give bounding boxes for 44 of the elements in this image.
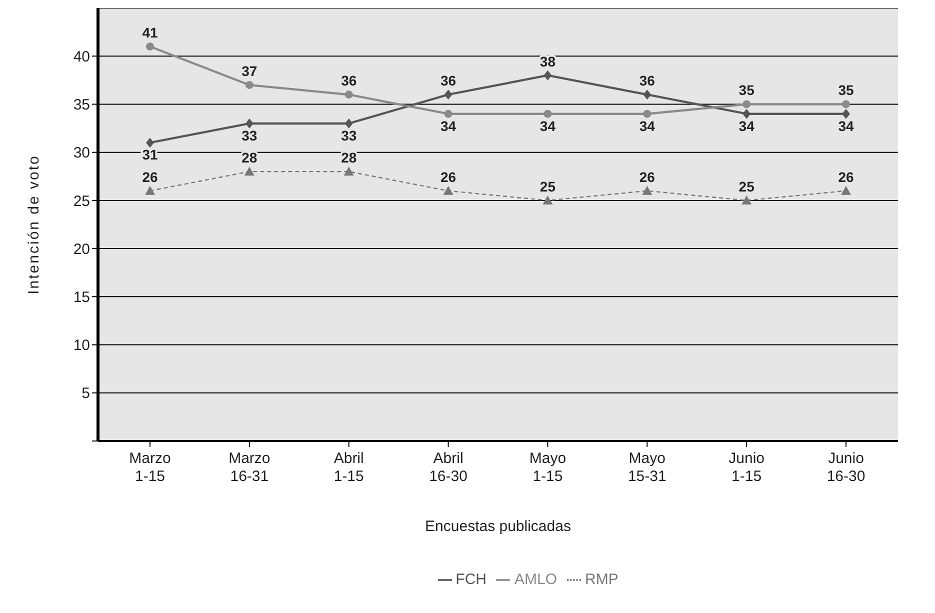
y-axis-title: Intención de voto xyxy=(25,154,42,294)
data-label: 25 xyxy=(540,178,556,194)
legend-label: FCH xyxy=(456,571,486,588)
x-tick-label: Mayo 1-15 xyxy=(529,450,566,485)
legend-label: AMLO xyxy=(514,571,557,588)
y-tick-label: 35 xyxy=(73,96,90,114)
legend-label: RMP xyxy=(585,571,618,588)
data-label: 36 xyxy=(341,72,357,89)
x-tick-label: Abril 1-15 xyxy=(334,450,364,485)
data-label: 26 xyxy=(142,168,158,185)
y-tick-label: 25 xyxy=(73,192,90,210)
data-label: 36 xyxy=(440,72,456,89)
x-tick-label: Abril 16-30 xyxy=(429,450,468,485)
data-label: 26 xyxy=(639,168,656,185)
y-tick-label: 30 xyxy=(73,144,90,162)
y-tick-label: 40 xyxy=(73,48,90,66)
data-label: 25 xyxy=(738,178,755,194)
data-label: 28 xyxy=(341,150,357,166)
y-tick-label: 5 xyxy=(82,385,90,402)
data-label: 34 xyxy=(838,118,854,134)
y-tick-label: 15 xyxy=(73,288,90,306)
data-label: 33 xyxy=(341,127,357,144)
data-label: 34 xyxy=(639,118,656,134)
data-label: 38 xyxy=(540,53,556,70)
data-label: 34 xyxy=(540,118,556,134)
data-label: 35 xyxy=(738,82,755,98)
y-tick-label: 20 xyxy=(73,240,90,258)
data-label: 28 xyxy=(242,150,258,166)
x-tick-label: Junio 16-30 xyxy=(826,450,866,485)
data-label: 26 xyxy=(838,168,854,185)
data-label: 36 xyxy=(639,72,656,89)
data-label: 35 xyxy=(838,82,854,98)
x-tick-label: Marzo 16-31 xyxy=(228,450,270,485)
data-label: 33 xyxy=(242,127,258,144)
x-tick-label: Marzo 1-15 xyxy=(129,450,171,485)
x-axis-title: Encuestas publicadas xyxy=(425,518,571,535)
data-label: 34 xyxy=(738,118,755,134)
data-label: 26 xyxy=(440,168,456,185)
y-tick-label: 10 xyxy=(73,337,90,354)
x-tick-label: Junio 1-15 xyxy=(728,450,764,485)
data-label: 34 xyxy=(440,118,456,134)
data-label: 41 xyxy=(142,24,158,40)
x-tick-label: Mayo 15-31 xyxy=(628,450,666,485)
data-label: 37 xyxy=(242,62,258,79)
